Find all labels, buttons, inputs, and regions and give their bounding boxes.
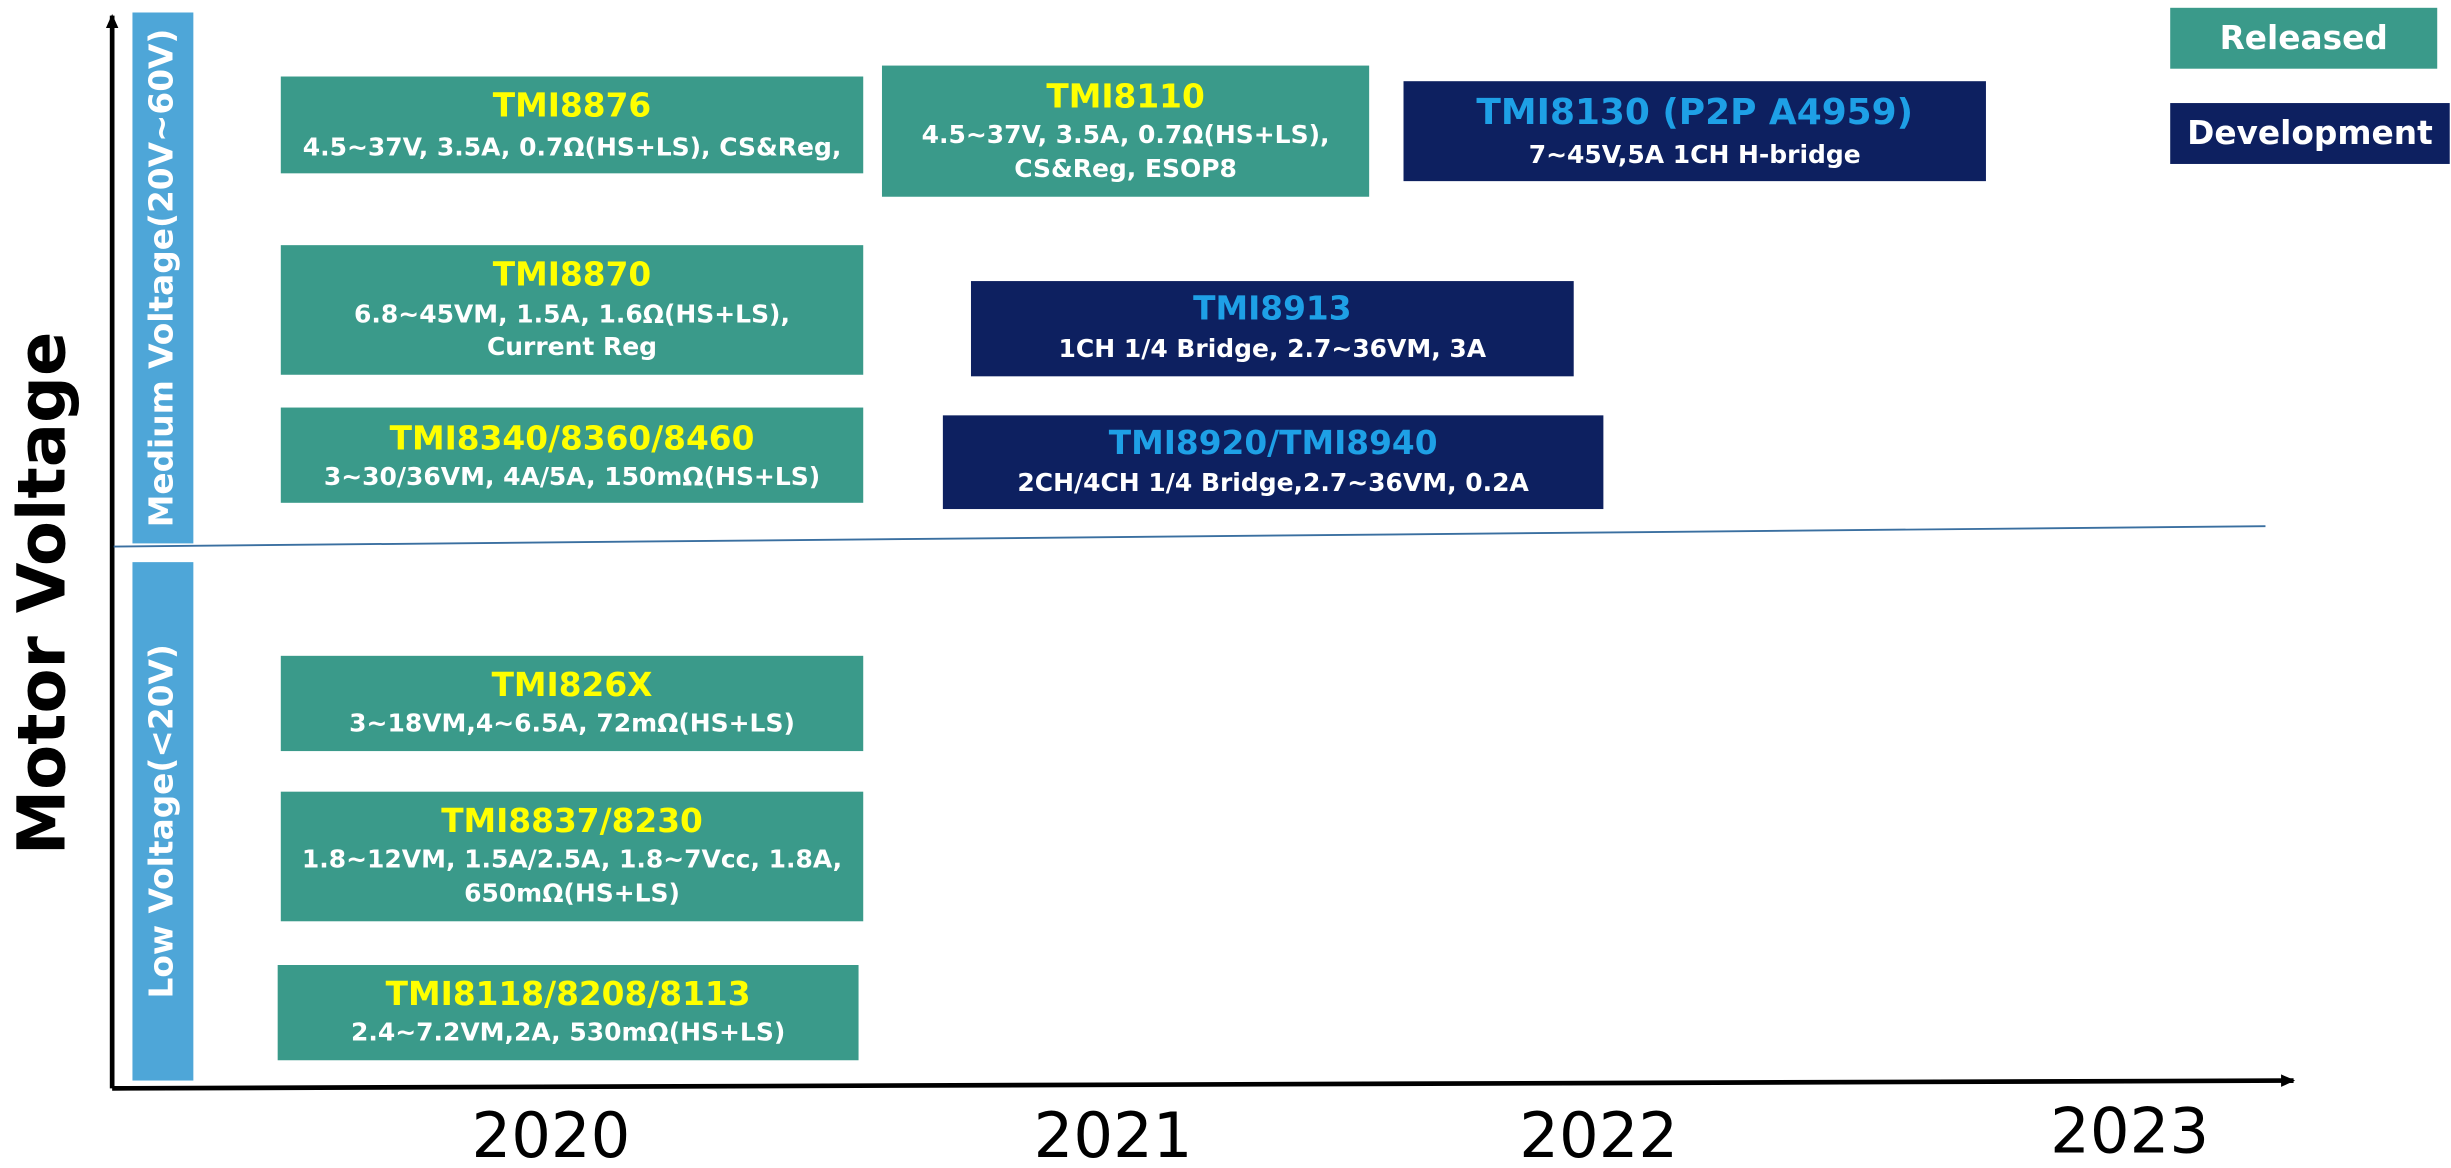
product-spec: 7~45V,5A 1CH H-bridge [1529,140,1861,169]
product-box [1403,81,1986,182]
divider [113,525,2266,548]
product-name: TMI8110 [1046,77,1204,115]
product-spec: 4.5~37V, 3.5A, 0.7Ω(HS+LS), [922,120,1330,149]
product-name: TMI8876 [493,87,651,125]
year-label: 2020 [471,1099,630,1168]
axis-label: Motor Voltage [5,332,81,856]
product-name: TMI8837/8230 [441,802,703,840]
x-axis [112,1074,2296,1091]
band-bar [132,562,194,1081]
product-name: TMI8920/TMI8940 [1109,424,1438,462]
band-label: Low Voltage(<20V) [143,644,181,998]
product-spec: 1.8~12VM, 1.5A/2.5A, 1.8~7Vcc, 1.8A, [302,844,842,873]
product-box [280,76,864,174]
product-name: TMI8130 (P2P A4959) [1476,92,1913,133]
product-box [881,65,1370,197]
product-spec: 1CH 1/4 Bridge, 2.7~36VM, 3A [1059,334,1487,363]
product-box [970,281,1574,377]
product-spec: 6.8~45VM, 1.5A, 1.6Ω(HS+LS), [354,299,790,328]
legend-label: Development [2187,114,2433,152]
product-box [280,245,864,375]
product-spec: 4.5~37V, 3.5A, 0.7Ω(HS+LS), CS&Reg, [303,132,842,161]
product-name: TMI8870 [493,255,651,293]
year-label: 2021 [1034,1099,1193,1168]
product-spec: 2CH/4CH 1/4 Bridge,2.7~36VM, 0.2A [1017,468,1529,497]
product-box [277,965,859,1061]
product-spec: 650mΩ(HS+LS) [464,879,680,908]
content: Released Development TMI8876 4.5~37V, 3.5A,… [277,7,2450,1061]
product-spec: 2.4~7.2VM,2A, 530mΩ(HS+LS) [351,1018,785,1047]
year-label: 2023 [2050,1094,2209,1167]
product-spec: Current Reg [487,332,657,361]
product-spec: CS&Reg, ESOP8 [1014,154,1237,183]
product-box [942,415,1604,510]
legend-swatch [2170,7,2438,69]
legend-swatch [2170,103,2450,164]
band-label: Medium Voltage(20V~60V) [143,29,181,528]
product-box [280,655,864,752]
product-box [280,791,864,922]
legend-label: Released [2220,19,2388,57]
band-bar [132,12,194,544]
product-spec: 3~30/36VM, 4A/5A, 150mΩ(HS+LS) [324,462,820,491]
product-spec: 3~18VM,4~6.5A, 72mΩ(HS+LS) [349,709,795,738]
product-name: TMI8118/8208/8113 [386,975,751,1013]
product-name: TMI8913 [1193,290,1351,328]
product-name: TMI8340/8360/8460 [390,419,755,457]
product-name: TMI826X [492,666,653,704]
product-box [280,407,864,503]
year-label: 2022 [1519,1099,1678,1168]
